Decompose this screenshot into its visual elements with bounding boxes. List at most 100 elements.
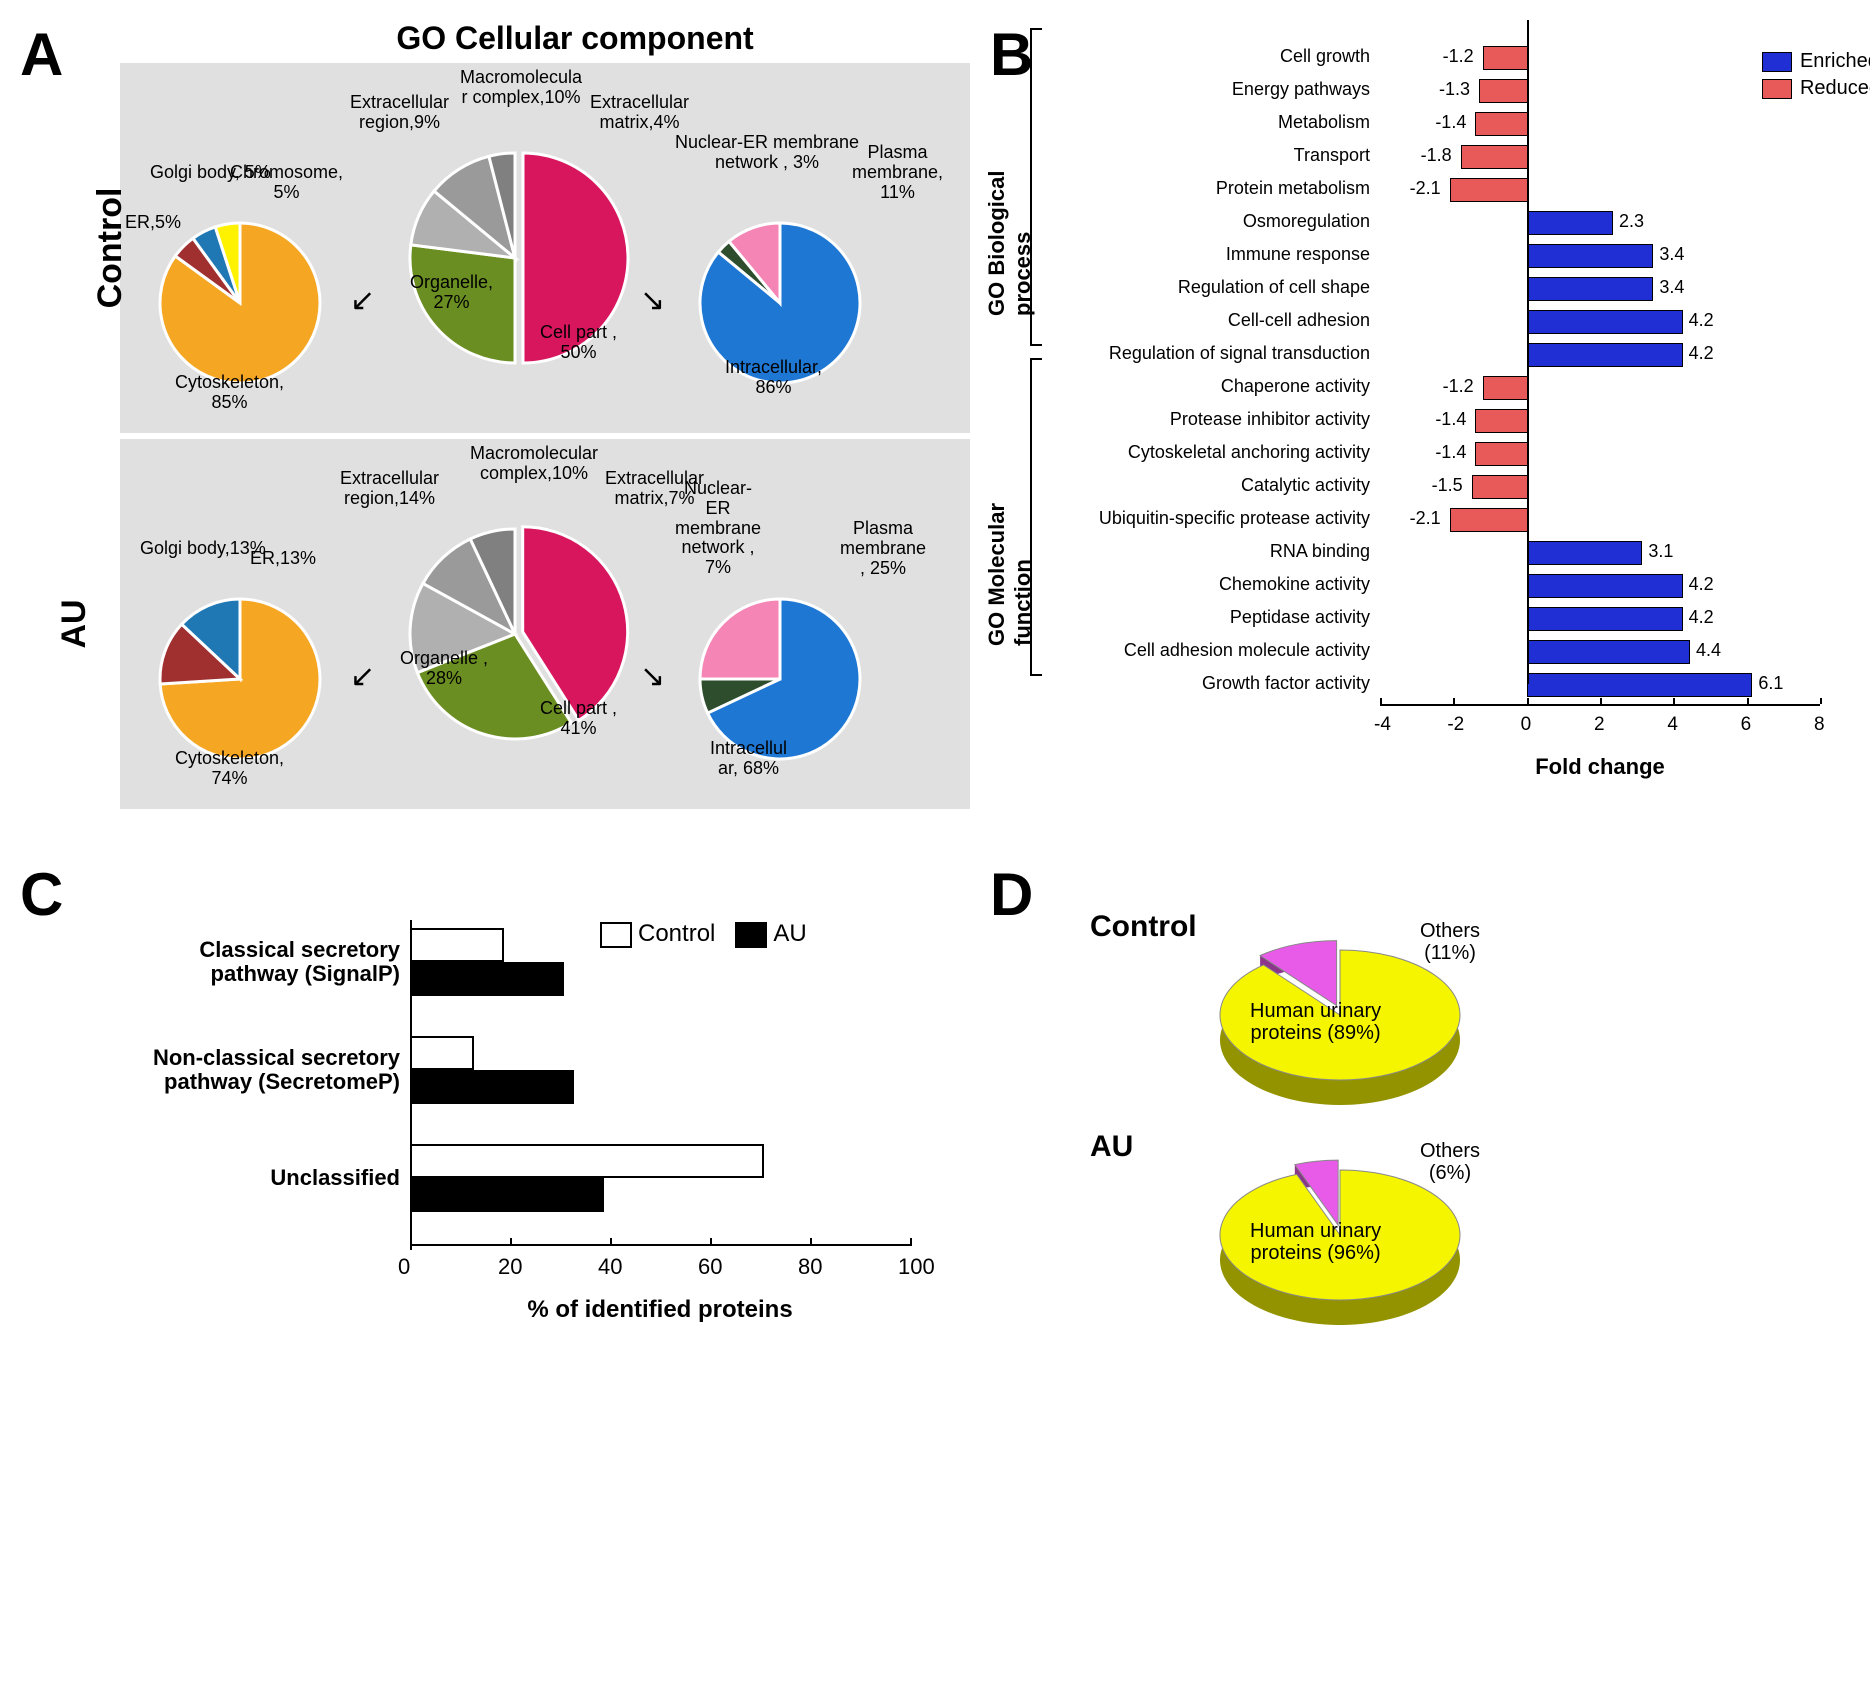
left-sub-pie bbox=[150, 589, 330, 774]
bar-area: 6.1 bbox=[1380, 673, 1820, 695]
bar-area: 4.2 bbox=[1380, 574, 1820, 596]
category-group: Non-classical secretory pathway (Secreto… bbox=[80, 1028, 970, 1112]
panel-a-title: GO Cellular component bbox=[180, 20, 970, 57]
pie-label: Extracellular matrix,4% bbox=[590, 93, 689, 133]
bar bbox=[1527, 673, 1753, 697]
bar-row: Regulation of signal transduction4.2 bbox=[1070, 337, 1870, 370]
bar bbox=[1461, 145, 1529, 169]
bar-label: Osmoregulation bbox=[1070, 211, 1380, 232]
bar-row: Chemokine activity4.2 bbox=[1070, 568, 1870, 601]
bar-row: Ubiquitin-specific protease activity-2.1 bbox=[1070, 502, 1870, 535]
arrow-icon: ↘ bbox=[640, 659, 665, 694]
tick-label: 20 bbox=[498, 1254, 522, 1280]
pie-label: Cell part , 50% bbox=[540, 323, 617, 363]
group-title: GO Biological process bbox=[984, 86, 1036, 316]
bar-area: -1.4 bbox=[1380, 409, 1820, 431]
pie-title: Control bbox=[1090, 910, 1197, 944]
bar-value: 3.1 bbox=[1648, 541, 1673, 562]
pie-label: Intracellular, 86% bbox=[725, 358, 822, 398]
bar-area: 4.2 bbox=[1380, 343, 1820, 365]
category-label: Non-classical secretory pathway (Secreto… bbox=[80, 1046, 410, 1094]
pie-label: Others (6%) bbox=[1420, 1140, 1480, 1184]
panel-b: B EnrichedReducedCell growth-1.2Energy p… bbox=[990, 20, 1870, 840]
pie-label: Others (11%) bbox=[1420, 920, 1480, 964]
pie-label: Human urinary proteins (89%) bbox=[1250, 1000, 1381, 1044]
bar-value: 2.3 bbox=[1619, 211, 1644, 232]
bar-value: 4.2 bbox=[1689, 607, 1714, 628]
bar-area: -1.3 bbox=[1380, 79, 1820, 101]
bar bbox=[1483, 46, 1529, 70]
bar bbox=[1475, 112, 1528, 136]
bar-label: Catalytic activity bbox=[1070, 475, 1380, 496]
bar-row: Peptidase activity 4.2 bbox=[1070, 601, 1870, 634]
bar-label: Growth factor activity bbox=[1070, 673, 1380, 694]
panel-b-label: B bbox=[990, 20, 1033, 89]
pie-label: Cytoskeleton, 85% bbox=[175, 373, 284, 413]
pie-label: Cell part , 41% bbox=[540, 699, 617, 739]
bar-label: Chaperone activity bbox=[1070, 376, 1380, 397]
bar-area: 3.4 bbox=[1380, 277, 1820, 299]
bar-row: Cell adhesion molecule activity4.4 bbox=[1070, 634, 1870, 667]
x-axis-label: Fold change bbox=[1380, 754, 1820, 780]
panel-a-label: A bbox=[20, 20, 63, 89]
bar-row: Regulation of cell shape3.4 bbox=[1070, 271, 1870, 304]
bar-value: -1.4 bbox=[1435, 409, 1466, 430]
bar-au bbox=[410, 1070, 574, 1104]
bar-value: -1.2 bbox=[1443, 376, 1474, 397]
bar-area: -1.4 bbox=[1380, 112, 1820, 134]
bar-value: 6.1 bbox=[1758, 673, 1783, 694]
bar bbox=[1483, 376, 1529, 400]
tick-label: 0 bbox=[1521, 714, 1532, 736]
bar-label: Cell adhesion molecule activity bbox=[1070, 640, 1380, 661]
bar-area: 2.3 bbox=[1380, 211, 1820, 233]
tick-label: 6 bbox=[1741, 714, 1752, 736]
pie-label: Chromosome, 5% bbox=[230, 163, 343, 203]
tick-label: 8 bbox=[1814, 714, 1825, 736]
bar bbox=[1527, 574, 1683, 598]
tick-label: -2 bbox=[1447, 714, 1464, 736]
pie-label: Extracellular region,9% bbox=[350, 93, 449, 133]
bar-label: Protein metabolism bbox=[1070, 178, 1380, 199]
bar-value: -1.4 bbox=[1435, 112, 1466, 133]
pie-label: Human urinary proteins (96%) bbox=[1250, 1220, 1381, 1264]
bar bbox=[1527, 541, 1643, 565]
zero-line bbox=[1527, 20, 1529, 684]
pie-label: Organelle, 27% bbox=[410, 273, 493, 313]
bar-area: 4.2 bbox=[1380, 607, 1820, 629]
category-group: Classical secretory pathway (SignalP) bbox=[80, 920, 970, 1004]
pie-label: Cytoskeleton, 74% bbox=[175, 749, 284, 789]
pie-label: Plasma membrane , 25% bbox=[840, 519, 926, 578]
arrow-icon: ↙ bbox=[350, 659, 375, 694]
bar-value: 4.2 bbox=[1689, 343, 1714, 364]
bar bbox=[1527, 310, 1683, 334]
bar-value: 4.2 bbox=[1689, 574, 1714, 595]
category-group: Unclassified bbox=[80, 1136, 970, 1220]
bar-label: Peptidase activity bbox=[1070, 607, 1380, 628]
pie-block: AUHuman urinary proteins (96%)Others (6%… bbox=[1090, 1120, 1870, 1340]
bar-area: -2.1 bbox=[1380, 178, 1820, 200]
pie-label: Intracellul ar, 68% bbox=[710, 739, 787, 779]
bar bbox=[1479, 79, 1529, 103]
bar-value: -1.8 bbox=[1421, 145, 1452, 166]
bar-area: -2.1 bbox=[1380, 508, 1820, 530]
bar-row: Cell-cell adhesion4.2 bbox=[1070, 304, 1870, 337]
bar-area: -1.4 bbox=[1380, 442, 1820, 464]
pie-label: Nuclear- ER membrane network , 7% bbox=[675, 479, 761, 578]
bar-label: Regulation of cell shape bbox=[1070, 277, 1380, 298]
arrow-icon: ↘ bbox=[640, 283, 665, 318]
left-sub-pie bbox=[150, 213, 330, 398]
category-label: Unclassified bbox=[80, 1166, 410, 1190]
tick-label: -4 bbox=[1374, 714, 1391, 736]
bar-value: 3.4 bbox=[1659, 244, 1684, 265]
panel-c: C ControlAUClassical secretory pathway (… bbox=[20, 860, 970, 1380]
bar-au bbox=[410, 962, 564, 996]
pie-label: Organelle , 28% bbox=[400, 649, 488, 689]
bar-area: -1.2 bbox=[1380, 46, 1820, 68]
panel-a-group-au: AU↙↘Cell part , 41%Organelle , 28%Extrac… bbox=[120, 439, 970, 809]
bar-label: Protease inhibitor activity bbox=[1070, 409, 1380, 430]
tick-label: 40 bbox=[598, 1254, 622, 1280]
bar-row: Metabolism-1.4 bbox=[1070, 106, 1870, 139]
bar bbox=[1527, 277, 1654, 301]
bar-value: -1.3 bbox=[1439, 79, 1470, 100]
bar bbox=[1475, 442, 1528, 466]
